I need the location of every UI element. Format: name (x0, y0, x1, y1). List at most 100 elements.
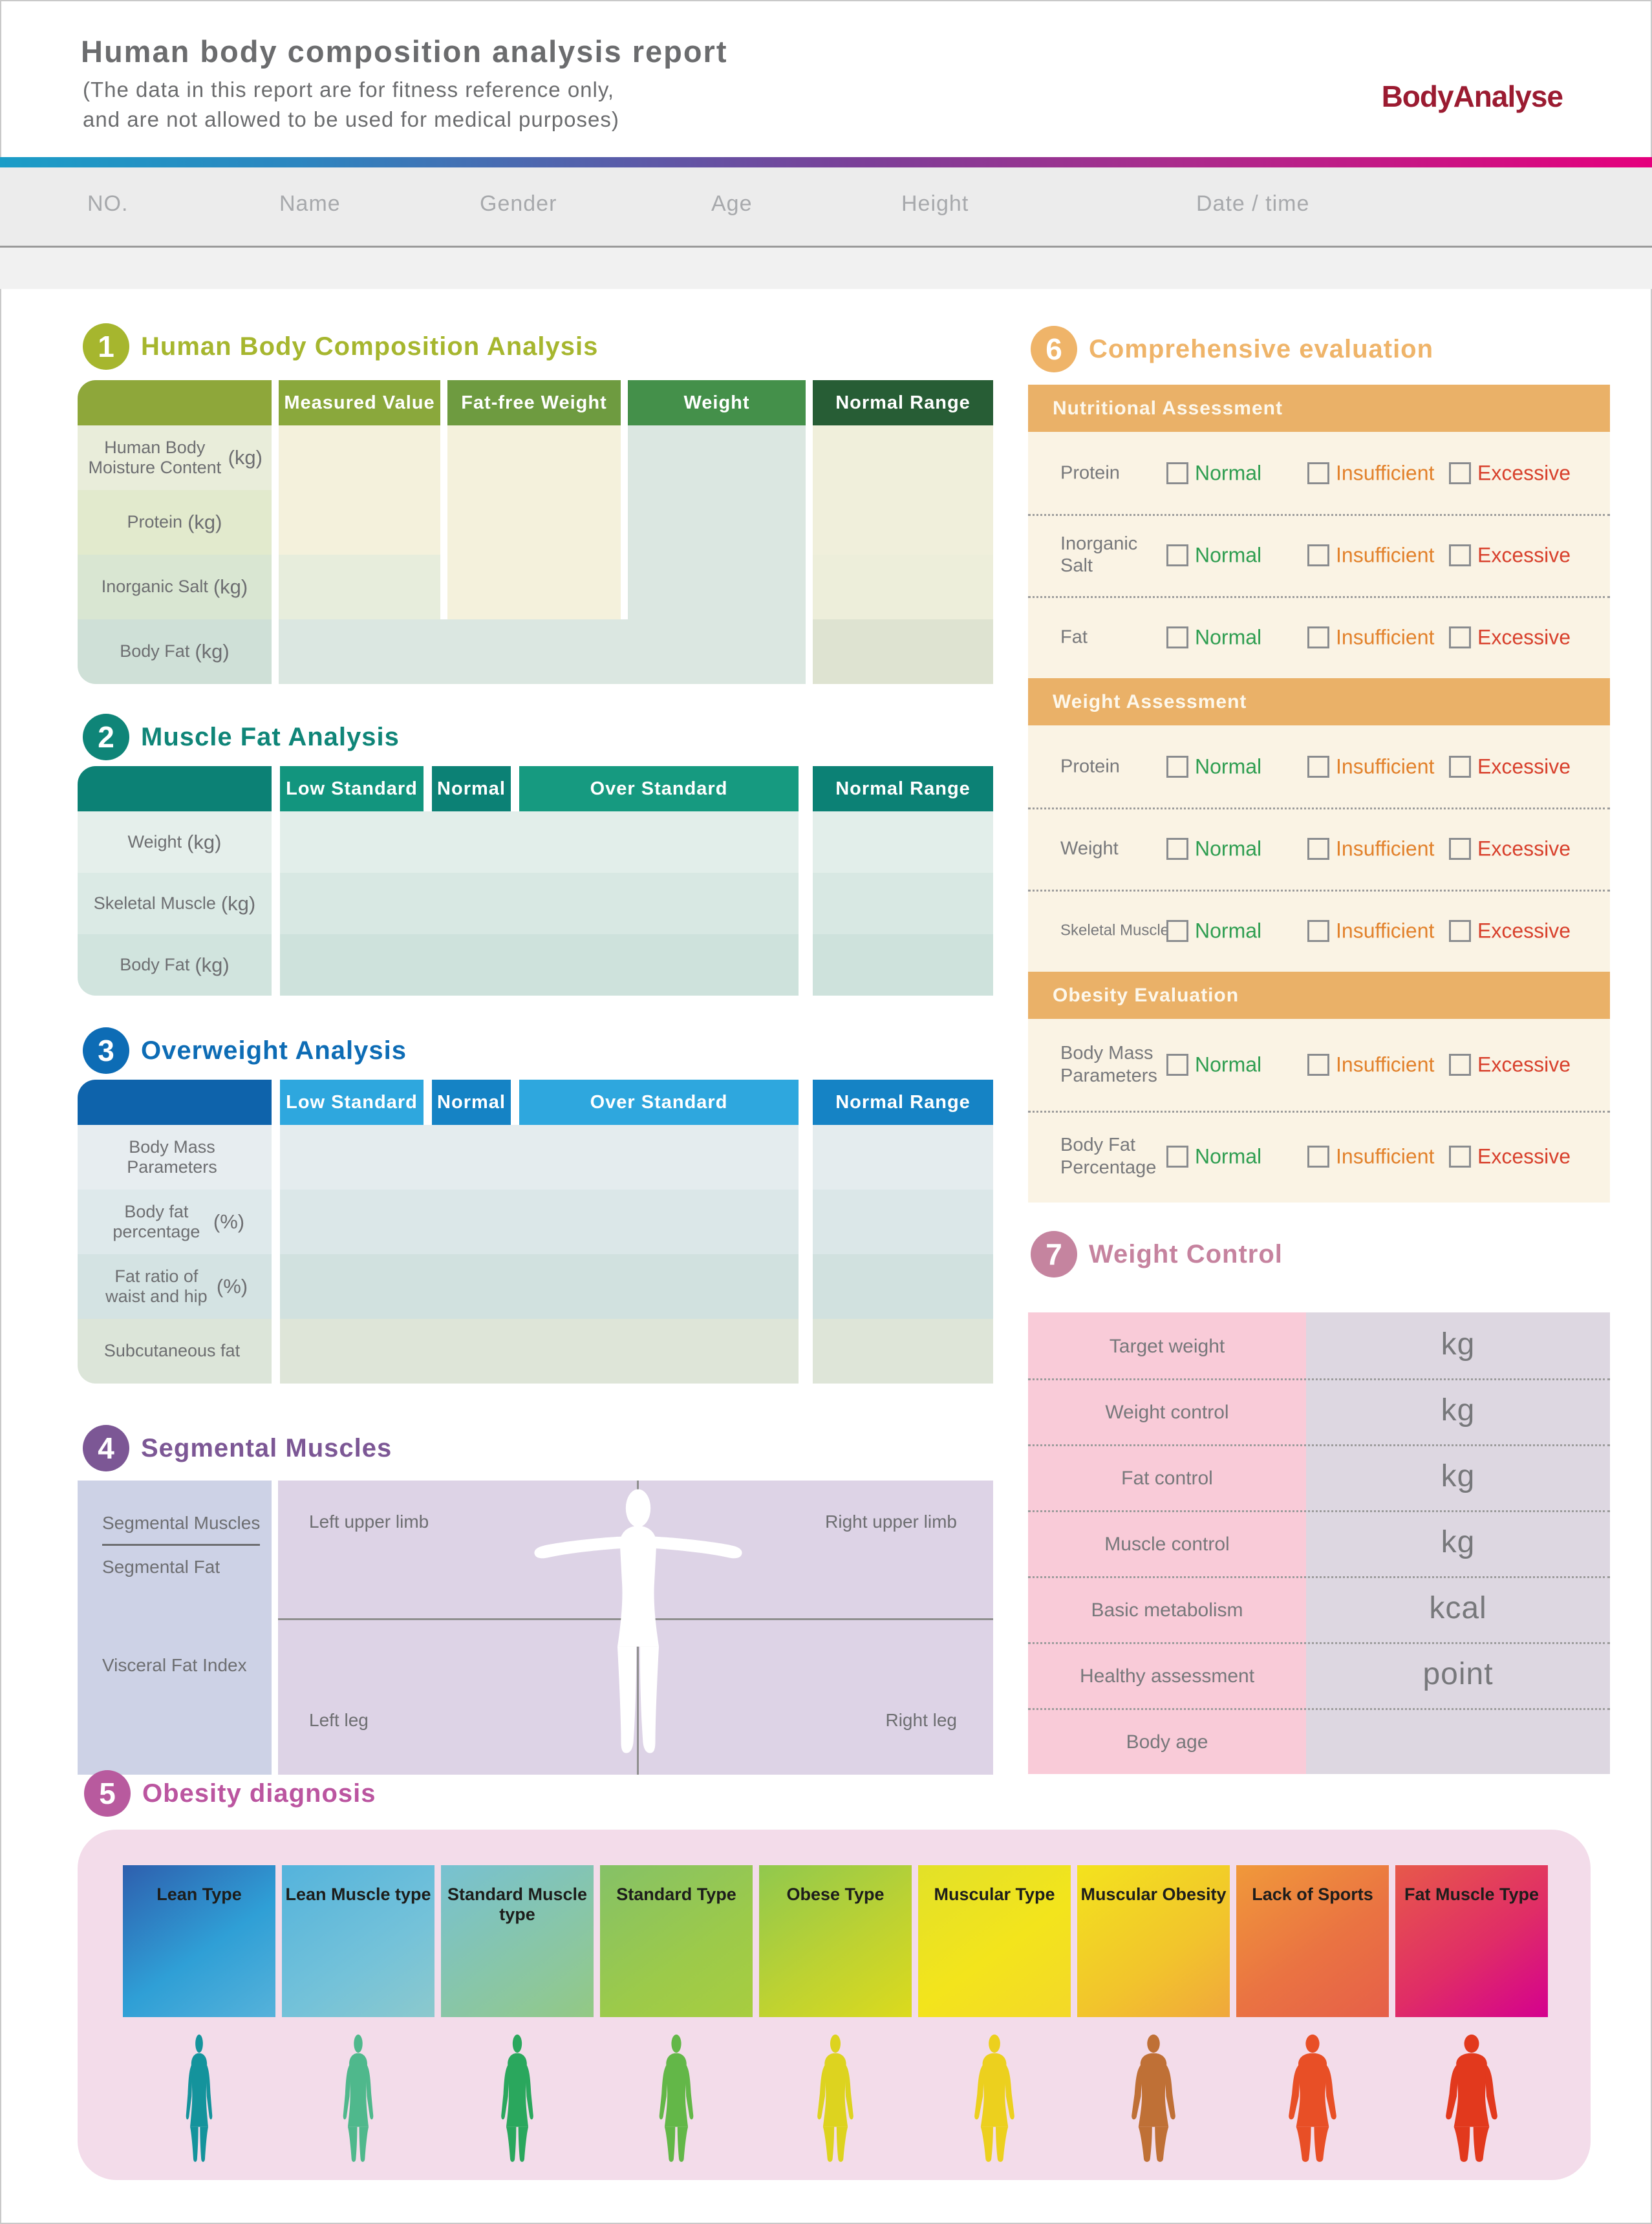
s2-row-label: Body Fat (kg) (78, 934, 272, 996)
checkbox-normal[interactable] (1166, 1054, 1188, 1076)
s5-tile-label: Lean Type (156, 1885, 242, 1904)
section-1-title: Human Body Composition Analysis (141, 332, 599, 361)
checkbox-insufficient[interactable] (1307, 919, 1329, 942)
s4-body-silhouette (531, 1486, 745, 1764)
option-insufficient-label: Insufficient (1336, 1053, 1435, 1076)
s7-dotted-separator (1028, 1510, 1610, 1512)
checkbox-normal[interactable] (1166, 755, 1188, 778)
checkbox-excessive[interactable] (1449, 919, 1471, 942)
section-3-title: Overweight Analysis (141, 1036, 407, 1065)
s4-item-segmental-muscles: Segmental Muscles (102, 1513, 261, 1546)
checkbox-normal[interactable] (1166, 544, 1188, 566)
s1-cell-weight (628, 425, 806, 490)
s1-row-label-text: Protein (127, 512, 183, 532)
s5-figure-standard-type (654, 2033, 699, 2166)
checkbox-normal[interactable] (1166, 919, 1188, 942)
s7-row-label: Basic metabolism (1091, 1599, 1243, 1621)
checkbox-excessive[interactable] (1449, 1146, 1471, 1168)
s7-dotted-separator (1028, 1576, 1610, 1578)
checkbox-normal[interactable] (1166, 1146, 1188, 1168)
s6-row-inorganic-salt: Inorganic Salt Normal Insufficient Exces… (1028, 514, 1610, 596)
s2-cell-normal-range (813, 811, 993, 873)
s5-figure-standard-muscle-type (496, 2033, 539, 2166)
checkbox-normal[interactable] (1166, 626, 1188, 648)
option-excessive-label: Excessive (1477, 837, 1571, 860)
s5-figure-muscular-type (968, 2033, 1021, 2166)
checkbox-insufficient[interactable] (1307, 837, 1329, 860)
s6-row-body-mass-parameters: Body Mass Parameters Normal Insufficient… (1028, 1019, 1610, 1111)
checkbox-excessive[interactable] (1449, 1054, 1471, 1076)
s1-cell-fat-free-weight (447, 425, 621, 490)
checkbox-insufficient[interactable] (1307, 462, 1329, 484)
option-excessive-label: Excessive (1477, 625, 1571, 648)
patient-field-gender: Gender (480, 191, 557, 216)
checkbox-insufficient[interactable] (1307, 626, 1329, 648)
s5-figure-lean-type (182, 2033, 217, 2166)
s3-cell-band (280, 1190, 799, 1254)
checkbox-excessive[interactable] (1449, 544, 1471, 566)
s7-row-label: Fat control (1121, 1468, 1213, 1489)
s5-tile-lean-muscle-type: Lean Muscle type (282, 1865, 434, 2017)
checkbox-insufficient[interactable] (1307, 1146, 1329, 1168)
checkbox-insufficient[interactable] (1307, 1054, 1329, 1076)
s6-dotted-separator (1028, 596, 1610, 598)
s5-tile-label: Standard Type (616, 1885, 736, 1904)
checkbox-insufficient[interactable] (1307, 544, 1329, 566)
s1-cell-fat-free-weight (447, 555, 621, 619)
option-normal-label: Normal (1195, 837, 1262, 860)
s4-item-visceral-fat-index: Visceral Fat Index (102, 1655, 247, 1675)
s6-group-header-weight: Weight Assessment (1028, 678, 1610, 725)
option-insufficient-label: Insufficient (1336, 625, 1435, 648)
option-insufficient-label: Insufficient (1336, 837, 1435, 860)
patient-value-row (0, 248, 1652, 289)
s7-value-column (1306, 1312, 1610, 1774)
s1-cell-normal-range (813, 425, 993, 490)
s1-cell-bodyfat-band (279, 619, 806, 684)
option-normal-label: Normal (1195, 1144, 1262, 1168)
brand-logo: BodyAnalyse (1381, 80, 1563, 113)
page-subtitle-line1: (The data in this report are for fitness… (83, 78, 615, 102)
s6-row-label: Protein (1060, 462, 1120, 484)
s1-cell-weight (628, 555, 806, 619)
s7-row-unit: point (1422, 1657, 1494, 1691)
s6-row-label: Skeletal Muscle (1060, 921, 1170, 939)
s7-row-unit: kcal (1429, 1591, 1487, 1625)
checkbox-normal[interactable] (1166, 837, 1188, 860)
section-3-badge: 3 (83, 1027, 129, 1074)
s1-row-label: Body Fat (kg) (78, 619, 272, 684)
s3-cell-normal-range (813, 1125, 993, 1190)
checkbox-excessive[interactable] (1449, 837, 1471, 860)
s2-cell-band (280, 934, 799, 996)
option-excessive-label: Excessive (1477, 919, 1571, 942)
s3-row-label-text: Body fat percentage (113, 1201, 200, 1241)
s6-dotted-separator (1028, 807, 1610, 809)
option-excessive-label: Excessive (1477, 1053, 1571, 1076)
s3-row-label-text: Body Mass Parameters (127, 1137, 217, 1177)
section-2-title: Muscle Fat Analysis (141, 723, 400, 751)
option-insufficient-label: Insufficient (1336, 754, 1435, 778)
option-normal-label: Normal (1195, 461, 1262, 484)
s3-cell-normal-range (813, 1254, 993, 1319)
s3-row-unit: (%) (213, 1210, 245, 1234)
checkbox-excessive[interactable] (1449, 462, 1471, 484)
s3-cell-band (280, 1319, 799, 1384)
s2-header-normal: Normal (432, 766, 511, 811)
checkbox-excessive[interactable] (1449, 626, 1471, 648)
checkbox-excessive[interactable] (1449, 755, 1471, 778)
page-title: Human body composition analysis report (81, 34, 728, 69)
s2-row-unit: (kg) (220, 892, 256, 915)
s6-row-weight: Weight Normal Insufficient Excessive (1028, 807, 1610, 890)
s1-row-label: Inorganic Salt (kg) (78, 555, 272, 619)
s2-header-low-standard: Low Standard (280, 766, 424, 811)
checkbox-normal[interactable] (1166, 462, 1188, 484)
s7-dotted-separator (1028, 1378, 1610, 1380)
s7-row-unit: kg (1441, 1393, 1475, 1427)
s1-cell-measured-value (279, 425, 440, 490)
s3-header-over-standard: Over Standard (519, 1080, 799, 1125)
s3-cell-band (280, 1125, 799, 1190)
checkbox-insufficient[interactable] (1307, 755, 1329, 778)
option-normal-label: Normal (1195, 919, 1262, 942)
s1-row-label: Human Body Moisture Content (kg) (78, 425, 272, 490)
s1-row-unit: (kg) (188, 511, 222, 534)
